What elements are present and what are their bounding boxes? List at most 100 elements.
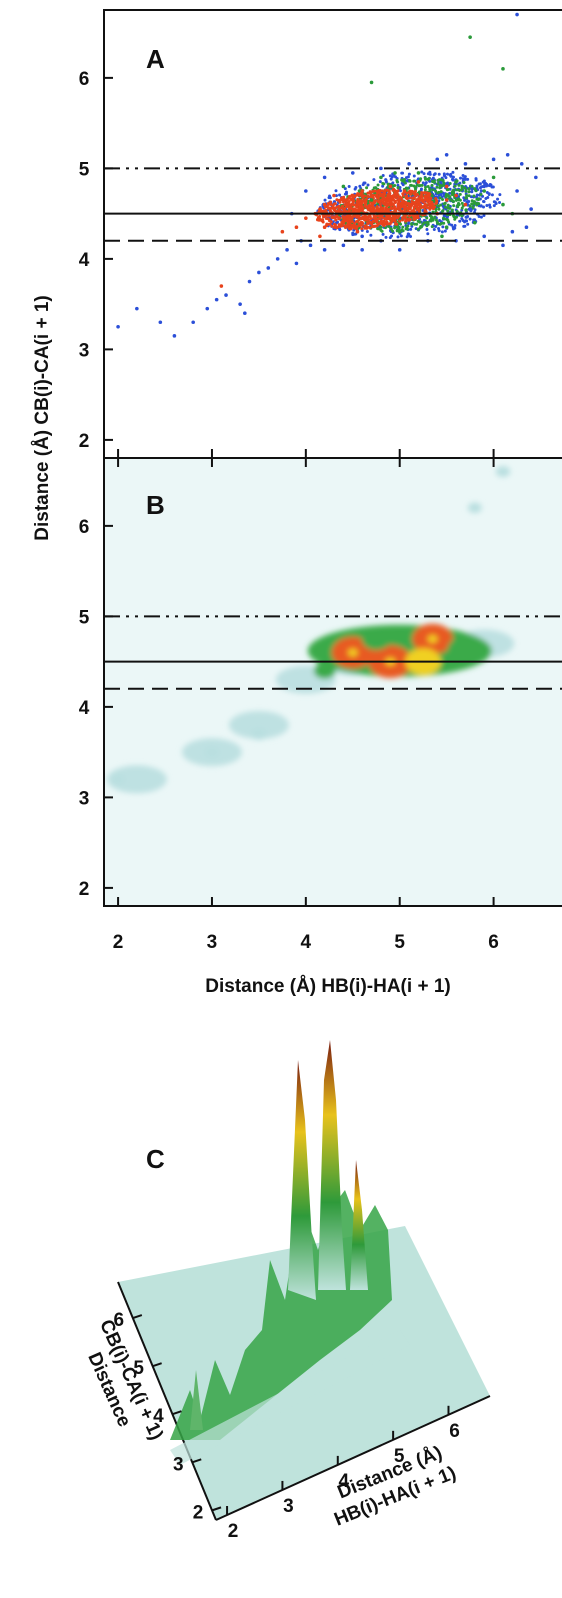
scatter-point (341, 184, 346, 189)
scatter-cloud-point (476, 201, 480, 205)
scatter-cloud-point (436, 178, 440, 182)
scatter-cloud-point (482, 214, 486, 218)
scatter-cloud-point (383, 217, 387, 221)
scatter-cloud-point (455, 209, 459, 213)
scatter-cloud-point (441, 179, 445, 183)
scatter-cloud-point (381, 181, 385, 185)
scatter-cloud-point (374, 214, 378, 218)
scatter-cloud-point (408, 207, 412, 211)
scatter-point (388, 198, 393, 202)
scatter-point (374, 193, 379, 198)
scatter-cloud-point (457, 198, 461, 202)
scatter-cloud-point (415, 192, 419, 196)
scatter-cloud-point (471, 202, 475, 206)
scatter-cloud-point (321, 218, 325, 222)
scatter-cloud-point (347, 199, 351, 203)
scatter-cloud-point (384, 178, 388, 182)
scatter-cloud-point (453, 217, 457, 221)
panel-b-reference-lines (104, 615, 562, 690)
panel-a-frame (103, 9, 562, 459)
panel-c-ytick-mark (152, 1362, 162, 1368)
scatter-point (379, 175, 383, 180)
scatter-cloud-point (445, 194, 449, 198)
scatter-cloud-point (342, 210, 346, 214)
scatter-cloud-point (430, 183, 434, 187)
scatter-point (515, 189, 519, 193)
scatter-cloud-point (378, 200, 382, 204)
scatter-cloud-point (447, 195, 451, 199)
scatter-cloud-point (431, 206, 435, 210)
scatter-cloud-point (350, 216, 354, 220)
scatter-cloud-point (377, 214, 381, 218)
panel-c-xtick-label: 5 (394, 1446, 405, 1467)
panel-b-ytick-label: 6 (79, 517, 90, 538)
scatter-point (454, 180, 458, 184)
scatter-cloud-point (453, 223, 457, 227)
scatter-cloud-point (466, 177, 470, 181)
scatter-cloud-point (336, 209, 340, 213)
scatter-cloud-point (386, 188, 390, 192)
scatter-cloud-point (422, 221, 426, 225)
scatter-cloud-point (366, 195, 370, 199)
scatter-point (491, 157, 496, 162)
panel-c-ytick-mark (191, 1458, 202, 1464)
density-peak (204, 746, 220, 758)
scatter-cloud-point (403, 207, 407, 211)
panel-b-ytick-label: 5 (79, 607, 90, 628)
scatter-point (304, 216, 308, 220)
scatter-point (426, 220, 430, 225)
scatter-cloud-point (466, 215, 470, 219)
scatter-cloud-point (444, 205, 448, 209)
scatter-cloud-point (394, 210, 398, 214)
scatter-point (407, 162, 411, 166)
scatter-cloud-point (333, 222, 337, 226)
scatter-cloud-point (394, 193, 398, 197)
scatter-cloud-point (421, 200, 425, 204)
scatter-cloud-point (445, 172, 449, 176)
scatter-point (360, 216, 364, 220)
scatter-cloud-point (351, 224, 355, 228)
scatter-point (350, 171, 355, 175)
scatter-point (308, 243, 313, 248)
scatter-cloud-point (353, 214, 357, 218)
scatter-cloud-point (446, 218, 450, 222)
scatter-cloud-point (388, 222, 392, 226)
density-peak (495, 466, 511, 478)
scatter-point (369, 198, 374, 202)
scatter-cloud-point (352, 222, 356, 226)
scatter-cloud-point (461, 173, 465, 177)
scatter-cloud-point (369, 233, 373, 237)
scatter-cloud-point (413, 222, 417, 226)
scatter-point (379, 220, 383, 225)
scatter-cloud-point (436, 181, 440, 185)
scatter-cloud-point (491, 185, 495, 189)
scatter-cloud-point (406, 186, 410, 190)
scatter-cloud-point (453, 184, 457, 188)
scatter-cloud-point (462, 196, 466, 200)
scatter-cloud-point (329, 202, 333, 206)
scatter-cloud-point (350, 193, 354, 197)
scatter-cloud-point (420, 193, 424, 197)
panel-c-y-ticks: 2 3 4 5 6 (114, 1310, 222, 1523)
scatter-point (435, 157, 440, 162)
scatter-cloud-point (426, 185, 430, 189)
scatter-point (444, 184, 449, 189)
scatter-cloud-point (393, 183, 397, 187)
scatter-cloud-point (401, 225, 405, 229)
scatter-cloud-point (481, 205, 485, 209)
scatter-cloud-point (371, 189, 375, 193)
scatter-cloud-point (381, 184, 385, 188)
scatter-point (463, 202, 468, 207)
scatter-cloud-point (448, 182, 452, 186)
scatter-cloud-point (379, 225, 383, 229)
scatter-cloud-point (361, 196, 365, 200)
scatter-cloud-point (323, 198, 327, 202)
scatter-point (501, 243, 505, 248)
scatter-cloud-point (338, 193, 342, 197)
scatter-cloud-point (470, 199, 474, 203)
panel-c-x-axis-line (215, 1395, 491, 1521)
scatter-cloud-point (334, 218, 338, 222)
scatter-point (214, 297, 219, 302)
scatter-point (266, 266, 271, 270)
